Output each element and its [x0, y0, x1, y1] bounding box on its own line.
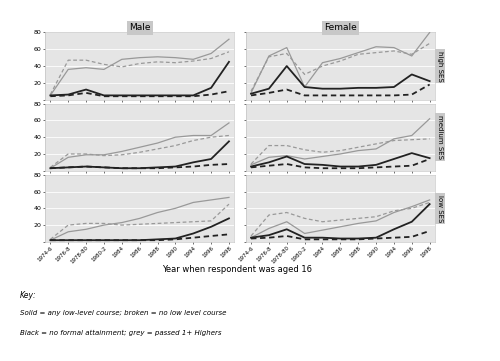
Text: Key:: Key:: [20, 291, 36, 300]
Text: Solid = any low-level course; broken = no low level course: Solid = any low-level course; broken = n…: [20, 310, 227, 317]
Text: medium SES: medium SES: [437, 115, 443, 159]
Text: high SES: high SES: [437, 51, 443, 82]
Text: Black = no formal attainment; grey = passed 1+ Highers: Black = no formal attainment; grey = pas…: [20, 330, 222, 336]
Title: Male: Male: [129, 23, 150, 32]
Text: Year when respondent was aged 16: Year when respondent was aged 16: [162, 265, 312, 274]
Title: Female: Female: [324, 23, 356, 32]
Text: low SES: low SES: [437, 195, 443, 222]
